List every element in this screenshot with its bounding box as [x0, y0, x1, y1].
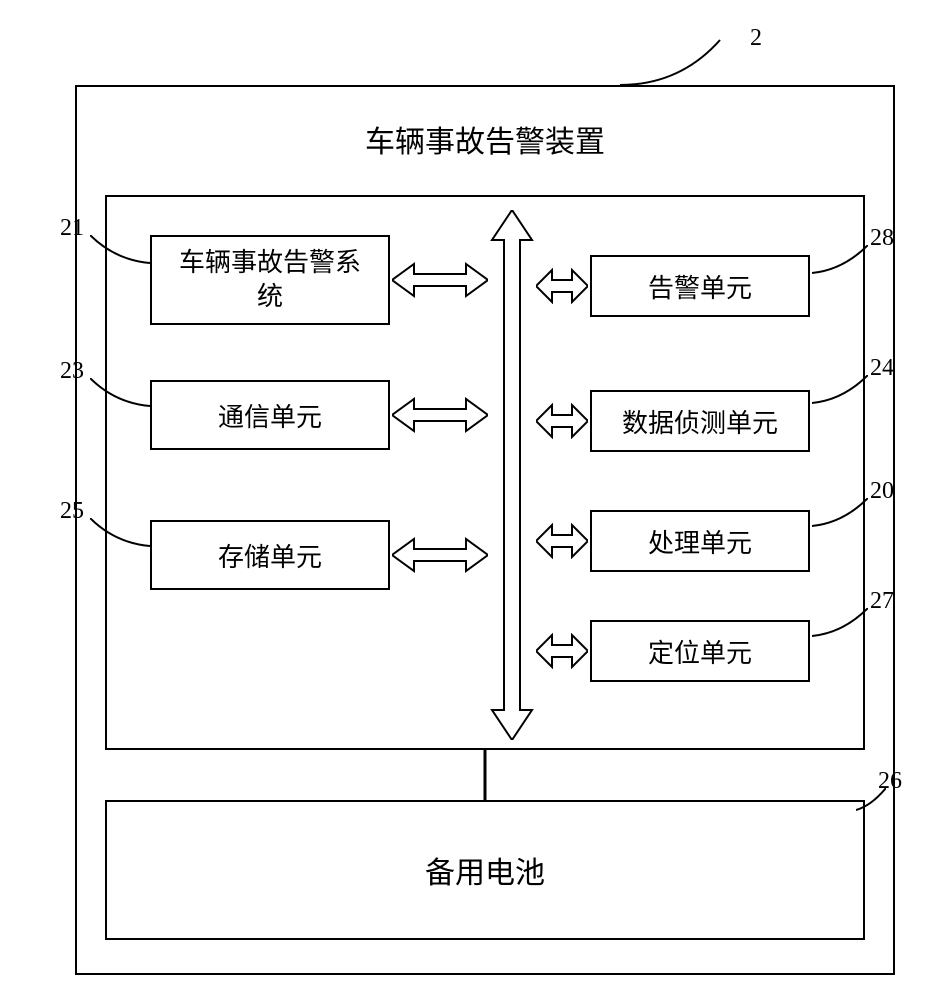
tick-24	[812, 375, 868, 405]
label-21: 21	[60, 215, 84, 242]
callout-2	[620, 30, 820, 90]
battery-box: 备用电池	[105, 800, 865, 940]
tick-27	[812, 608, 868, 638]
outer-title: 车辆事故告警装置	[365, 117, 605, 161]
diagram-canvas: 2 车辆事故告警装置 车辆事故告警系 统 通信单元 存储单元 告警单元 数据侦测…	[0, 0, 940, 1000]
harrow-l2	[392, 397, 488, 433]
connector-battery	[483, 750, 487, 800]
tick-26	[856, 788, 886, 813]
block-process-unit: 处理单元	[590, 510, 810, 572]
harrow-l3	[392, 537, 488, 573]
label-25: 25	[60, 498, 84, 525]
harrow-r3	[536, 523, 588, 559]
label-23: 23	[60, 358, 84, 385]
tick-23	[90, 378, 150, 408]
block-data-detect-unit: 数据侦测单元	[590, 390, 810, 452]
tick-28	[812, 245, 868, 275]
block-alarm-unit: 告警单元	[590, 255, 810, 317]
harrow-l1	[392, 262, 488, 298]
label-20: 20	[870, 478, 894, 505]
label-24: 24	[870, 355, 894, 382]
block-comm-unit: 通信单元	[150, 380, 390, 450]
block-position-unit: 定位单元	[590, 620, 810, 682]
label-2: 2	[750, 25, 762, 52]
label-28: 28	[870, 225, 894, 252]
tick-25	[90, 518, 150, 548]
block-storage-unit: 存储单元	[150, 520, 390, 590]
harrow-r2	[536, 403, 588, 439]
bus-arrow	[490, 210, 534, 740]
harrow-r4	[536, 633, 588, 669]
label-27: 27	[870, 588, 894, 615]
harrow-r1	[536, 268, 588, 304]
tick-21	[90, 235, 150, 265]
block-alarm-system: 车辆事故告警系 统	[150, 235, 390, 325]
tick-20	[812, 498, 868, 528]
